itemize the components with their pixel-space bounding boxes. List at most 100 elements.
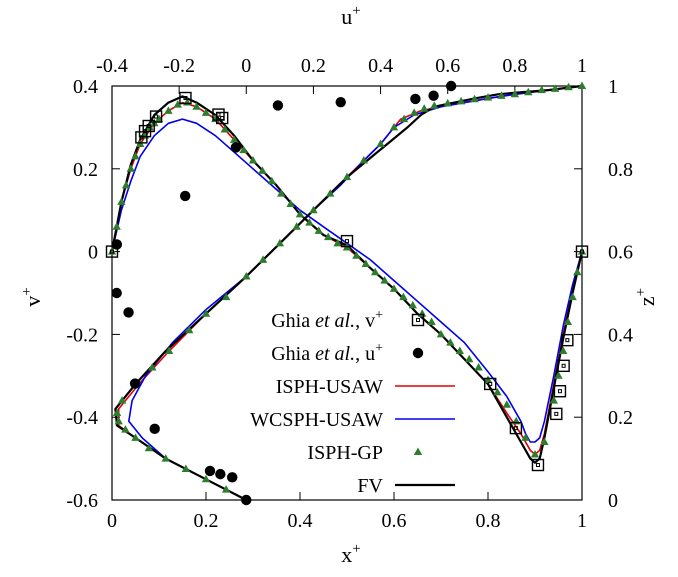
bottom-axis-label: x xyxy=(341,542,352,567)
series-4-v-point-19 xyxy=(239,145,248,154)
plot-frame xyxy=(111,85,583,501)
series-4-v-point-25 xyxy=(295,209,305,218)
series-4-u-point-26 xyxy=(389,122,399,131)
series-4-u-point-27 xyxy=(399,114,409,123)
series-4-u-point-18 xyxy=(258,255,268,263)
series-4-v-point-41 xyxy=(446,338,455,346)
series-4-u-point-32 xyxy=(456,96,466,105)
series-4-v-point-28 xyxy=(324,232,333,241)
legend-entry-5: FV xyxy=(357,475,455,497)
series-1-point-1 xyxy=(227,472,238,483)
series-4-u-point-3 xyxy=(181,464,191,472)
series-1-point-6 xyxy=(123,307,134,318)
series-4-v-point-33 xyxy=(371,267,380,276)
series-0-point-7 xyxy=(215,111,229,125)
series-4-u-point-8 xyxy=(114,416,123,425)
series-4-v-point-46 xyxy=(493,387,502,396)
left-tick-label-4: 0.2 xyxy=(73,159,98,181)
series-0-point-16 xyxy=(575,245,589,258)
series-4-v-point-36 xyxy=(399,292,408,301)
series-4-u-point-4 xyxy=(161,454,170,462)
tick-labels: 0 0.2 0.4 0.6 0.8 1 -0.4 -0.2 0 0.2 0.4 0.6 0.8 1 -0.6… xyxy=(66,55,633,532)
series-4-v-point-3 xyxy=(121,180,131,189)
series-4-u-point-2 xyxy=(201,474,211,483)
series-4-v-point-31 xyxy=(352,251,361,259)
series-4-v-point-56 xyxy=(568,292,577,301)
series-4-v-point-29 xyxy=(333,238,342,247)
series-4-v-point-1 xyxy=(112,222,121,230)
series-1-point-14 xyxy=(428,90,439,101)
series-4-u-point-29 xyxy=(420,104,429,112)
bottom-tick-label-3: 0.6 xyxy=(382,510,407,532)
series-2-v-line xyxy=(111,101,583,456)
series-4-v-point-35 xyxy=(389,284,399,292)
series-4-u-point-17 xyxy=(242,271,251,280)
right-tick-label-1: 0.2 xyxy=(608,407,633,429)
series-4-v-point-37 xyxy=(408,300,417,309)
legend-label-0: Ghia et al., v+ xyxy=(271,308,383,332)
series-4-v-point-27 xyxy=(314,226,323,234)
series-4-v-point-47 xyxy=(502,400,511,408)
series-4-v-point-12 xyxy=(173,100,182,108)
series-4-v-point-51 xyxy=(540,437,549,446)
tick-marks xyxy=(111,85,583,501)
axis-titles: x+u+v+z+ xyxy=(19,3,659,567)
series-4-v-point-55 xyxy=(563,317,573,325)
series-4-u-point-13 xyxy=(164,346,174,354)
series-4-u-point-22 xyxy=(326,189,335,197)
top-tick-label-5: 0.6 xyxy=(435,55,460,77)
top-tick-label-2: 0 xyxy=(241,55,251,77)
series-4-u-point-35 xyxy=(497,91,506,99)
series-4-v-point-5 xyxy=(131,151,140,160)
series-4-v-point-21 xyxy=(258,166,267,174)
top-axis-label-sup: + xyxy=(352,3,360,19)
left-tick-label-0: -0.6 xyxy=(66,490,98,512)
series-4-v-point-57 xyxy=(573,267,582,276)
left-axis-label-sup: + xyxy=(19,287,35,295)
legend-label-3: WCSPH-USAW xyxy=(250,409,383,431)
series-4-u-point-12 xyxy=(148,363,157,371)
series-4-u-point-37 xyxy=(524,87,533,96)
series-4-v-point-34 xyxy=(380,276,389,284)
series-3-v-line xyxy=(111,118,583,443)
left-tick-label-1: -0.4 xyxy=(66,407,98,429)
series-4-v-point-39 xyxy=(427,317,436,325)
left-tick-label-5: 0.4 xyxy=(73,76,98,98)
series-4-u-point-41 xyxy=(577,81,587,89)
series-1-point-5 xyxy=(129,378,141,389)
legend-label-1: Ghia et al., u+ xyxy=(271,341,383,365)
series-4-u-point-33 xyxy=(470,94,479,103)
series-0-point-8 xyxy=(340,234,354,248)
series-4-v-point-26 xyxy=(305,218,314,226)
top-axis-title: u+ xyxy=(341,3,360,29)
series-4-u-point-20 xyxy=(292,222,301,230)
legend-swatch-0 xyxy=(411,313,425,327)
series-4-u-point-36 xyxy=(510,89,520,98)
series-1-point-0 xyxy=(241,494,252,506)
legend-swatch-1 xyxy=(412,347,424,359)
top-tick-label-0: -0.4 xyxy=(96,55,128,77)
series-0-point-9 xyxy=(484,377,497,391)
series-0-point-3 xyxy=(142,119,155,133)
series-4-u-point-25 xyxy=(376,139,385,147)
bottom-axis-title: x+ xyxy=(341,541,360,567)
bottom-tick-label-4: 0.8 xyxy=(476,510,501,532)
right-tick-label-2: 0.4 xyxy=(608,324,633,346)
legend: Ghia et al., v+ Ghia et al., u+ ISPH-USAW W… xyxy=(250,308,455,497)
left-tick-label-3: 0 xyxy=(88,242,98,264)
series-4-v-point-58 xyxy=(577,247,587,255)
legend-label-5: FV xyxy=(357,475,383,497)
series-5-v-line xyxy=(110,95,584,464)
series-4-u-point-28 xyxy=(409,108,419,116)
series-1-point-7 xyxy=(111,287,122,299)
top-tick-label-6: 0.8 xyxy=(502,55,527,77)
series-3-u-line xyxy=(128,85,583,501)
top-axis-label: u xyxy=(341,4,352,29)
legend-entry-3: WCSPH-USAW xyxy=(250,409,455,431)
series-1-point-2 xyxy=(215,468,226,480)
series-4-v-point-2 xyxy=(117,197,126,205)
series-0-point-10 xyxy=(509,421,523,435)
right-tick-label-3: 0.6 xyxy=(608,242,633,264)
series-4-u-point-23 xyxy=(342,172,352,181)
